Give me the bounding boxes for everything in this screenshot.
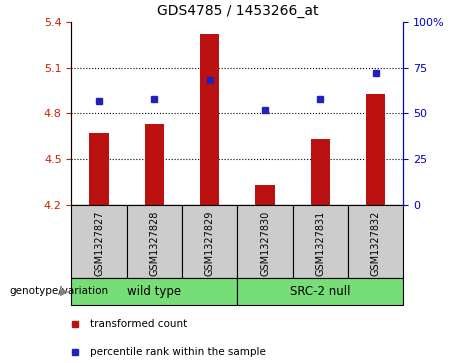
Text: GSM1327829: GSM1327829: [205, 211, 215, 276]
Text: transformed count: transformed count: [90, 319, 187, 329]
Text: wild type: wild type: [127, 285, 182, 298]
Text: GSM1327832: GSM1327832: [371, 211, 381, 276]
Bar: [366, 94, 385, 205]
Bar: [71, 205, 127, 278]
Bar: [237, 205, 293, 278]
Bar: [348, 205, 403, 278]
Bar: [311, 139, 330, 205]
Bar: [145, 124, 164, 205]
Bar: [237, 278, 403, 305]
Bar: [182, 205, 237, 278]
Text: GSM1327830: GSM1327830: [260, 211, 270, 276]
Text: GSM1327831: GSM1327831: [315, 211, 325, 276]
Text: SRC-2 null: SRC-2 null: [290, 285, 351, 298]
Bar: [200, 34, 219, 205]
Bar: [293, 205, 348, 278]
Text: GSM1327827: GSM1327827: [94, 211, 104, 276]
Bar: [255, 185, 275, 205]
Bar: [89, 133, 109, 205]
Text: percentile rank within the sample: percentile rank within the sample: [90, 347, 266, 358]
Text: genotype/variation: genotype/variation: [9, 286, 108, 296]
Text: GSM1327828: GSM1327828: [149, 211, 160, 276]
Bar: [127, 205, 182, 278]
Title: GDS4785 / 1453266_at: GDS4785 / 1453266_at: [157, 4, 318, 18]
Text: ▶: ▶: [60, 286, 69, 296]
Bar: [71, 278, 237, 305]
